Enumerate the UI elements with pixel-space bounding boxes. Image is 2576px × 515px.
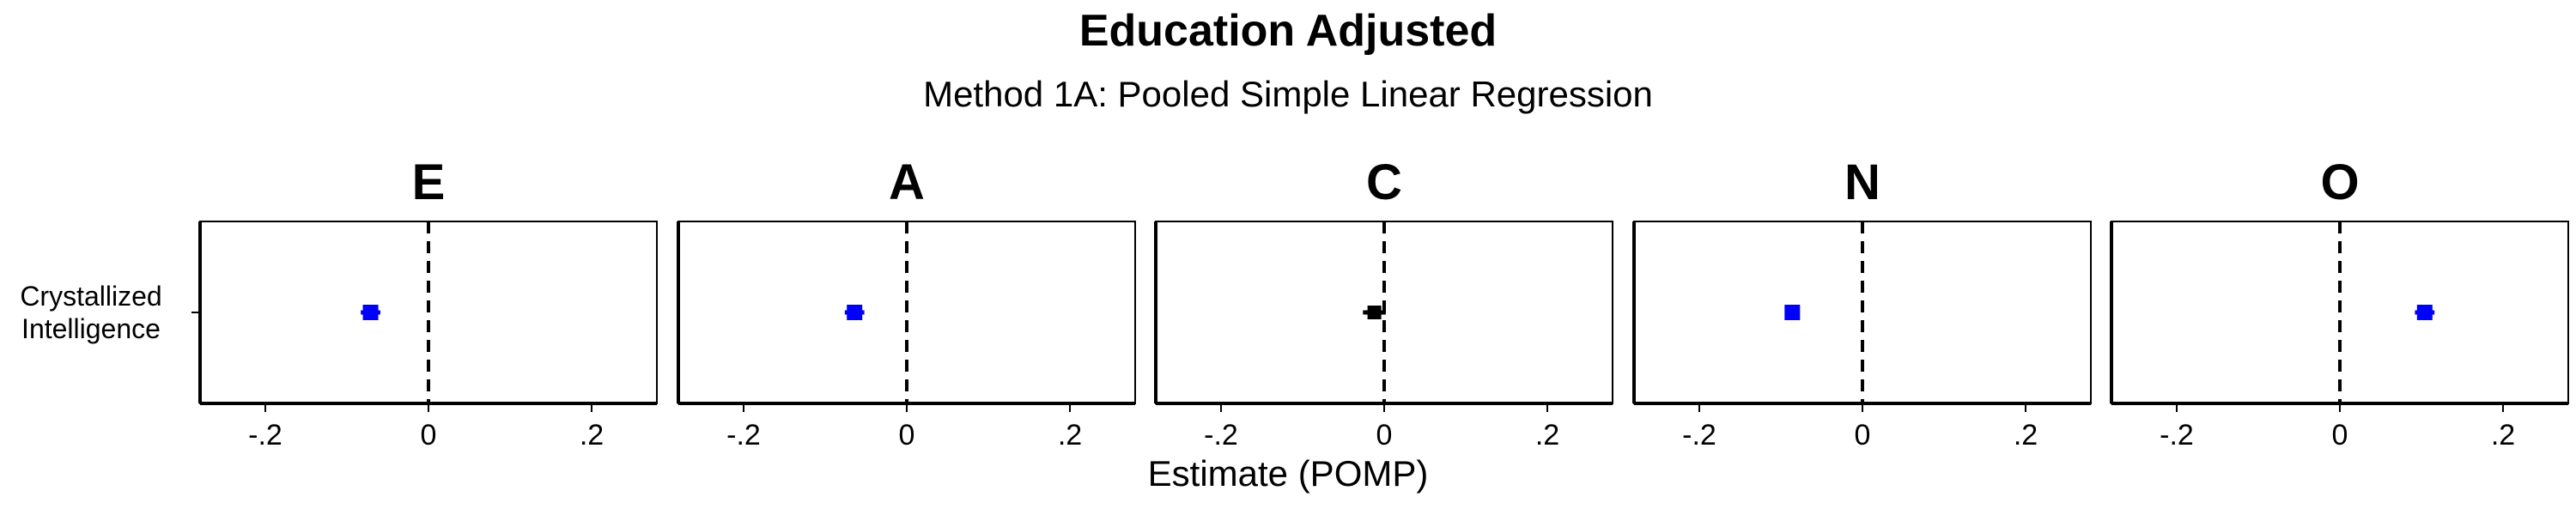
panel-title-n: N [1844, 154, 1880, 210]
x-tick-label: 0 [1376, 419, 1393, 451]
panel-title-c: C [1366, 154, 1402, 210]
x-tick-label: 0 [421, 419, 437, 451]
y-category-label: Crystallized Intelligence [20, 281, 162, 344]
panel-title-o: O [2320, 154, 2359, 210]
point-estimate-c [1367, 306, 1382, 319]
x-tick-label: .2 [1535, 419, 1559, 451]
x-tick-label: 0 [2332, 419, 2348, 451]
x-tick-label: -.2 [1204, 419, 1238, 451]
x-tick-label: -.2 [726, 419, 761, 451]
chart-title: Education Adjusted [1078, 6, 1498, 56]
x-axis-label: Estimate (POMP) [1147, 453, 1429, 494]
point-estimate-e [362, 305, 379, 320]
panel-title-e: E [412, 154, 446, 210]
x-tick-label: 0 [1855, 419, 1871, 451]
point-estimate-n [1784, 305, 1801, 320]
chart-subtitle: Method 1A: Pooled Simple Linear Regressi… [923, 74, 1653, 114]
point-estimate-o [2416, 305, 2433, 320]
x-tick-label: 0 [899, 419, 915, 451]
x-tick-label: .2 [2014, 419, 2038, 451]
x-tick-label: -.2 [2160, 419, 2194, 451]
x-tick-label: -.2 [248, 419, 283, 451]
x-tick-label: .2 [2491, 419, 2515, 451]
x-tick-label: .2 [580, 419, 604, 451]
point-estimate-a [847, 305, 863, 320]
panel-title-a: A [889, 154, 925, 210]
x-tick-label: .2 [1058, 419, 1082, 451]
x-tick-label: -.2 [1682, 419, 1716, 451]
